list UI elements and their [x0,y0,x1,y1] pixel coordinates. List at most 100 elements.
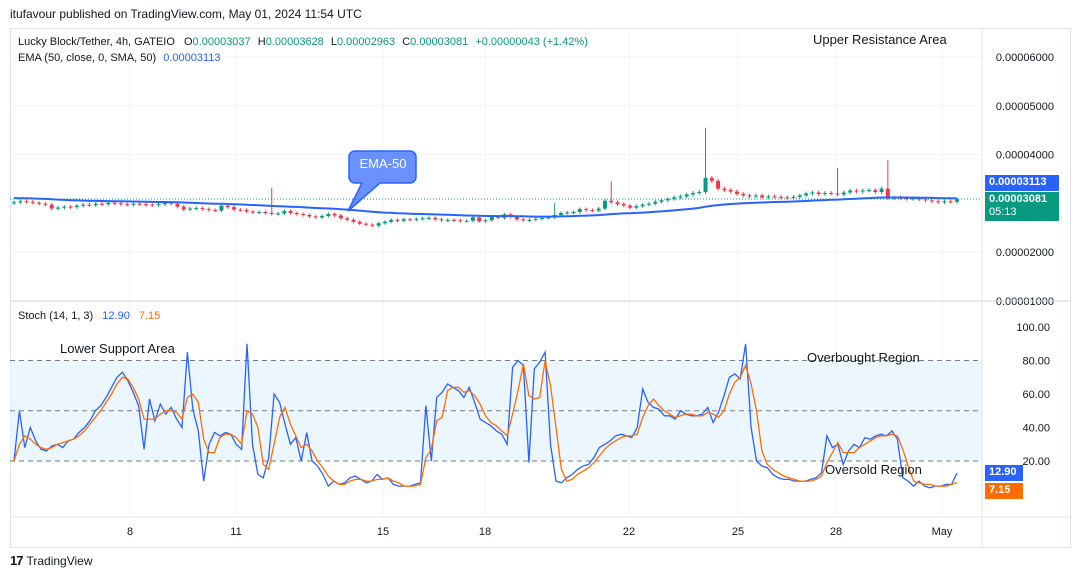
candle-body [389,219,394,222]
candle-body [955,199,959,202]
candle [351,218,356,224]
candle-body [414,218,419,220]
candle [760,193,765,200]
candle [81,202,86,208]
candle [345,216,350,222]
candle-body [697,192,702,194]
candle [125,202,130,207]
tradingview-logo[interactable]: 17 TradingView [10,553,93,568]
candle [93,201,98,207]
candle-body [156,204,161,206]
candle [885,160,890,201]
candle-body [320,215,325,218]
candle-body [238,209,243,211]
candle-body [439,219,444,221]
candle-body [835,193,840,195]
candle [665,197,670,203]
candle [602,199,607,211]
ema-legend-label: EMA (50, close, 0, SMA, 50) [18,52,157,64]
candle [816,190,821,196]
candle [470,215,475,223]
candle [232,205,237,212]
ema-callout-label: EMA-50 [360,156,407,171]
legend-l-label: L [330,36,337,48]
candle [357,220,362,226]
candle [860,188,865,194]
candle [753,193,758,199]
price-tick-label: 0.00002000 [996,247,1054,259]
candle [301,212,306,217]
legend-symbol: Lucky Block/Tether, 4h, GATEIO [18,36,175,48]
price-tick-label: 0.00001000 [996,296,1054,308]
candle-body [615,202,620,205]
candle-body [665,198,670,201]
candle [533,217,538,222]
candle [56,205,61,211]
candle-body [125,204,130,206]
candle-body [181,206,186,210]
candle-body [885,188,890,199]
candle [684,192,689,199]
candle-body [175,203,180,207]
candle [395,218,400,223]
candle-body [489,216,494,221]
candle-body [445,219,450,221]
candle [621,202,626,208]
candle-body [250,211,255,213]
candle-body [357,221,362,224]
price-tick-label: 0.00005000 [996,101,1054,113]
candle-body [942,201,947,203]
candle [18,199,23,205]
candle-body [24,201,29,203]
candle [709,175,714,183]
candle [571,210,576,215]
time-tick-label: 11 [230,526,241,538]
candle [634,204,639,210]
time-tick-label: 22 [623,526,635,538]
candle [747,193,752,199]
candle [269,187,274,216]
candle [332,212,337,218]
candle-body [225,205,230,208]
stoch-tick-label: 40.00 [1022,423,1050,435]
candle-body [458,220,463,222]
stoch-legend-k: 12.90 [102,310,130,322]
candle-body [213,210,218,212]
candle [672,195,677,201]
candle-body [382,221,387,224]
oversold-label: Oversold Region [825,462,922,477]
candle [137,201,142,206]
ema-legend: EMA (50, close, 0, SMA, 50) 0.00003113 [18,52,221,64]
candle-body [408,219,413,221]
candle-body [68,206,73,208]
candle-body [703,177,708,193]
candle-body [420,218,425,220]
candle-body [100,203,105,205]
candle [389,218,394,224]
candle [181,204,186,212]
candle [565,210,570,215]
candle [590,208,595,213]
stoch-lines [13,343,958,489]
candle-body [653,201,658,204]
candle [778,195,783,200]
candle-body [282,211,287,214]
legend-c-label: C [402,36,411,48]
candle-body [810,192,815,194]
candle-body [56,207,61,209]
candle-body [332,213,337,216]
legend-o-label: O [183,36,193,48]
candle [219,203,224,213]
stoch-tick-label: 60.00 [1022,389,1050,401]
candle-body [621,204,626,206]
candle-body [87,204,92,206]
candle [734,189,739,196]
candle-body [269,213,274,214]
candle-body [426,217,431,219]
candle-body [873,190,878,193]
candle-body [816,192,821,194]
candle [338,213,343,220]
candle [382,220,387,225]
last-price-value: 0.00003081 [989,193,1048,205]
